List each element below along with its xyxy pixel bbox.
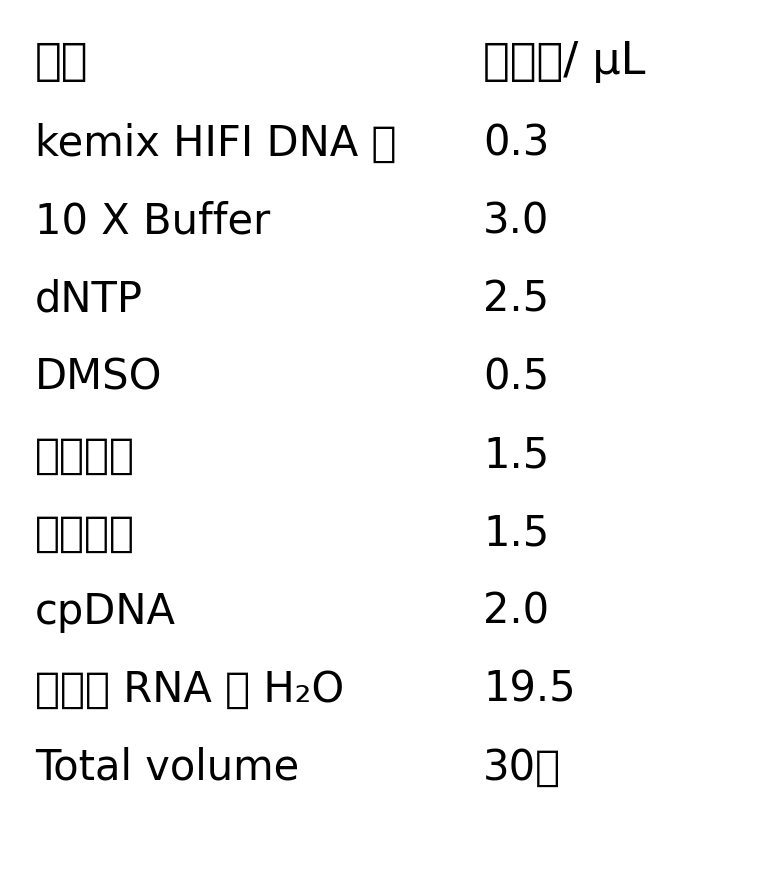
- Text: dNTP: dNTP: [35, 278, 143, 320]
- Text: kemix HIFI DNA 酶: kemix HIFI DNA 酶: [35, 122, 397, 164]
- Text: 组分: 组分: [35, 40, 88, 82]
- Text: Total volume: Total volume: [35, 746, 299, 788]
- Text: 10 X Buffer: 10 X Buffer: [35, 200, 270, 242]
- Text: 3.0: 3.0: [483, 200, 550, 242]
- Text: 2.0: 2.0: [483, 590, 550, 632]
- Text: 1.5: 1.5: [483, 434, 550, 476]
- Text: 19.5: 19.5: [483, 668, 576, 710]
- Text: 0.5: 0.5: [483, 356, 550, 398]
- Text: 30；: 30；: [483, 746, 561, 788]
- Text: 2.5: 2.5: [483, 278, 550, 320]
- Text: 正向引物: 正向引物: [35, 434, 135, 476]
- Text: cpDNA: cpDNA: [35, 590, 175, 632]
- Text: 加入量/ μL: 加入量/ μL: [483, 40, 645, 82]
- Text: 无菌无 RNA 酶 H₂O: 无菌无 RNA 酶 H₂O: [35, 668, 344, 710]
- Text: DMSO: DMSO: [35, 356, 162, 398]
- Text: 1.5: 1.5: [483, 512, 550, 554]
- Text: 0.3: 0.3: [483, 122, 550, 164]
- Text: 反向引物: 反向引物: [35, 512, 135, 554]
